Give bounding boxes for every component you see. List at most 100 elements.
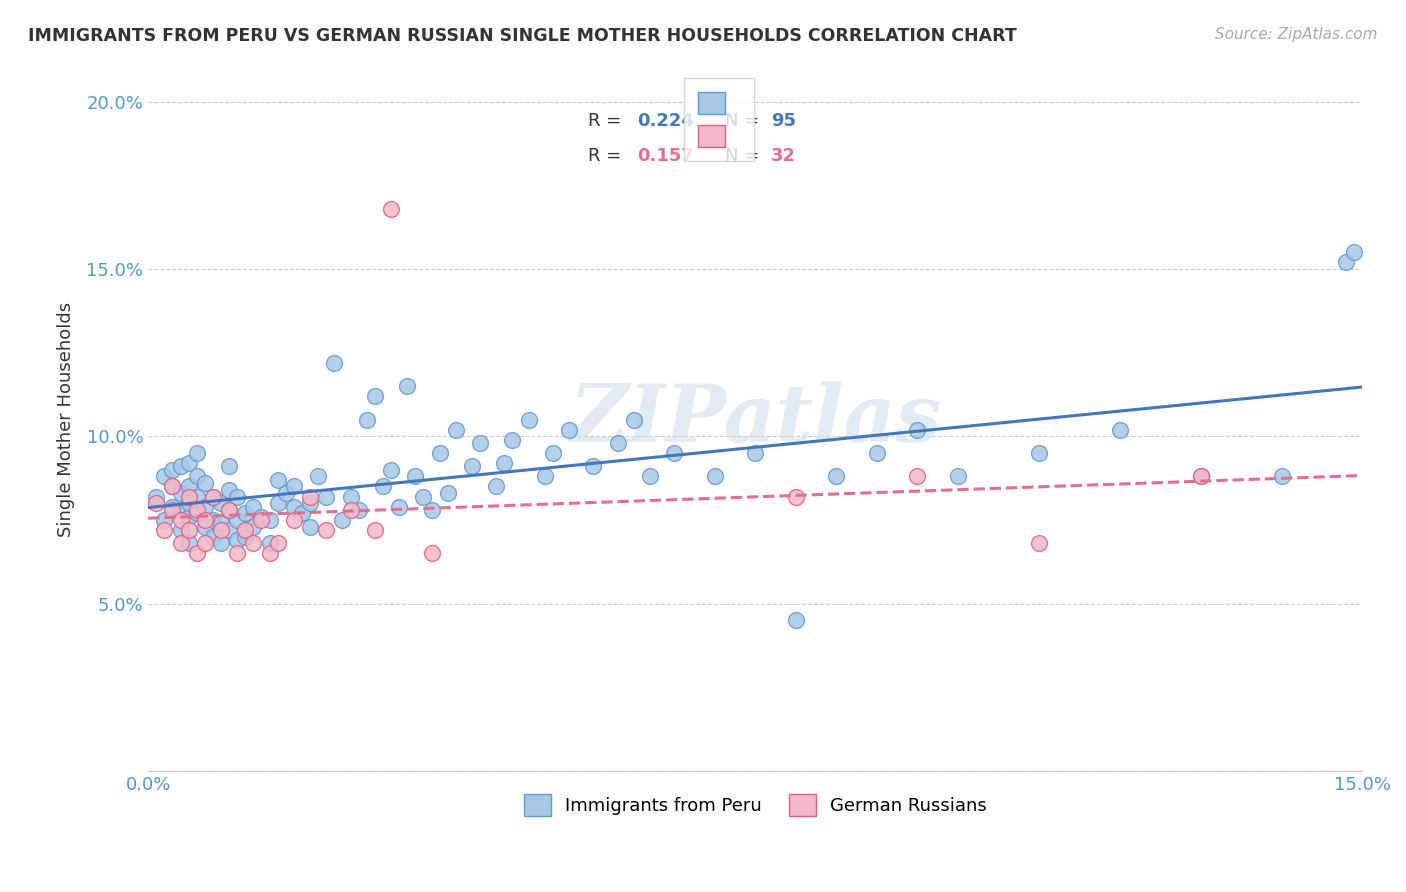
Point [153,513,176,527]
Text: N =: N = [725,112,765,130]
Point [785,490,807,504]
Point [946,469,969,483]
Point [162,503,184,517]
Point [218,503,240,517]
Text: IMMIGRANTS FROM PERU VS GERMAN RUSSIAN SINGLE MOTHER HOUSEHOLDS CORRELATION CHAR: IMMIGRANTS FROM PERU VS GERMAN RUSSIAN S… [28,27,1017,45]
Point [145,490,167,504]
Point [412,490,434,504]
Point [347,503,370,517]
Text: Source: ZipAtlas.com: Source: ZipAtlas.com [1215,27,1378,42]
Point [1028,446,1050,460]
Point [582,459,605,474]
Point [339,503,361,517]
Point [209,536,232,550]
Point [194,513,217,527]
Point [194,519,217,533]
Point [541,446,564,460]
Point [186,469,208,483]
Text: 95: 95 [770,112,796,130]
Text: 0.224: 0.224 [637,112,695,130]
Point [323,356,346,370]
Point [169,503,191,517]
Point [420,546,443,560]
Point [299,519,322,533]
Text: ZIPatlas: ZIPatlas [569,381,942,458]
Point [436,486,458,500]
Point [1108,423,1130,437]
Point [501,433,523,447]
Point [259,513,281,527]
Point [266,496,288,510]
Point [623,412,645,426]
Point [201,530,224,544]
Point [209,516,232,531]
Text: R =: R = [588,147,627,165]
Point [664,446,686,460]
Point [162,479,184,493]
Point [169,536,191,550]
Point [194,500,217,514]
Point [266,473,288,487]
Point [315,490,337,504]
Point [1343,245,1365,260]
Point [218,483,240,497]
Point [259,536,281,550]
Point [396,379,419,393]
Point [534,469,557,483]
Point [274,486,297,500]
Point [468,436,491,450]
Text: 0.157: 0.157 [637,147,695,165]
Point [1028,536,1050,550]
Point [703,469,725,483]
Point [226,546,249,560]
Point [485,479,508,493]
Point [226,490,249,504]
Point [259,546,281,560]
Point [339,490,361,504]
Point [162,500,184,514]
Point [315,523,337,537]
Point [283,500,305,514]
Point [866,446,889,460]
Point [242,536,264,550]
Point [404,469,426,483]
Point [785,613,807,627]
Point [332,513,354,527]
Point [380,463,402,477]
Legend: Immigrants from Peru, German Russians: Immigrants from Peru, German Russians [515,785,997,825]
Point [250,513,273,527]
Point [177,536,200,550]
Point [177,509,200,524]
Point [209,523,232,537]
Point [169,513,191,527]
Point [169,486,191,500]
Point [420,503,443,517]
Point [242,519,264,533]
Text: 32: 32 [770,147,796,165]
Point [186,503,208,517]
Point [283,513,305,527]
Point [153,523,176,537]
Point [169,459,191,474]
Point [226,513,249,527]
Point [177,456,200,470]
Point [744,446,766,460]
Point [177,496,200,510]
Point [1336,255,1358,269]
Point [201,490,224,504]
Point [429,446,451,460]
Point [186,506,208,520]
Point [444,423,467,437]
Point [291,506,314,520]
Point [283,479,305,493]
Point [218,459,240,474]
Point [364,389,387,403]
Point [558,423,581,437]
Point [250,509,273,524]
Point [162,463,184,477]
Point [606,436,628,450]
Point [177,523,200,537]
Point [226,533,249,547]
Point [177,479,200,493]
Point [638,469,661,483]
